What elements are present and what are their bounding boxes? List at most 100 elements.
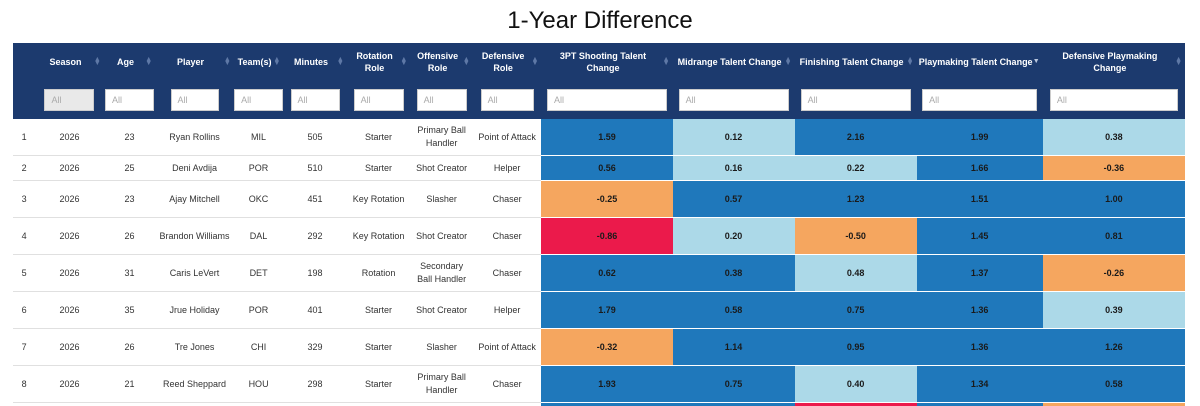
cell-partial <box>541 402 673 406</box>
cell-midrange: 0.20 <box>672 217 795 255</box>
column-header-def-playmaking[interactable]: Defensive Playmaking Change ▲ ▼ <box>1042 43 1185 81</box>
sort-icon[interactable]: ▲ ▼ <box>223 56 231 67</box>
sort-icon[interactable]: ▲ ▼ <box>93 56 101 67</box>
column-header-rotation-role[interactable]: Rotation Role ▲ ▼ <box>346 43 411 81</box>
cell-three-pt: 0.62 <box>541 254 673 292</box>
column-header-playmaking[interactable]: Playmaking Talent Change ▼ <box>916 43 1043 81</box>
column-header-label: Season <box>49 57 82 67</box>
cell-partial <box>13 403 35 406</box>
cell-def-playmaking: 0.38 <box>1042 119 1185 156</box>
cell-three-pt: 1.59 <box>541 119 673 156</box>
sort-icon[interactable]: ▲ ▼ <box>531 56 539 67</box>
cell-offensive-role: Shot Creator <box>410 217 473 255</box>
table-row[interactable]: 3 2026 23 Ajay Mitchell OKC 451 Key Rotation Sl… <box>13 180 1185 218</box>
column-header-label: Playmaking Talent Change <box>918 57 1033 67</box>
sort-icon[interactable]: ▲ ▼ <box>400 56 408 67</box>
cell-teams: POR <box>233 291 284 329</box>
sort-desc-icon[interactable]: ▼ <box>1032 58 1040 65</box>
cell-three-pt: -0.25 <box>541 180 673 218</box>
filter-input-season[interactable]: All <box>44 89 95 111</box>
filter-input-finishing[interactable]: All <box>800 89 911 111</box>
filter-cell: All <box>233 81 284 119</box>
cell-finishing: 0.75 <box>794 291 917 329</box>
table-row[interactable]: 2 2026 25 Deni Avdija POR 510 Starter Shot Crea… <box>13 155 1185 181</box>
cell-partial <box>1042 402 1185 406</box>
column-header-midrange[interactable]: Midrange Talent Change ▲ ▼ <box>672 43 795 81</box>
sort-icon[interactable]: ▲ ▼ <box>1175 56 1182 67</box>
sort-icon[interactable]: ▲ ▼ <box>145 56 153 67</box>
cell-teams: OKC <box>233 180 284 218</box>
table-row[interactable]: 8 2026 21 Reed Sheppard HOU 298 Starter Primary… <box>13 365 1185 403</box>
cell-offensive-role: Shot Creator <box>410 155 473 181</box>
cell-minutes: 329 <box>283 328 347 366</box>
filter-input-defensive-role[interactable]: All <box>480 89 534 111</box>
column-header-minutes[interactable]: Minutes ▲ ▼ <box>283 43 347 81</box>
sort-icon[interactable]: ▲ ▼ <box>336 56 344 67</box>
cell-player: Deni Avdija <box>155 155 234 181</box>
cell-minutes: 451 <box>283 180 347 218</box>
cell-rank: 6 <box>13 291 36 329</box>
sort-icon[interactable]: ▲ ▼ <box>784 56 792 67</box>
cell-offensive-role: Primary Ball Handler <box>410 119 473 156</box>
sort-icon[interactable]: ▲ ▼ <box>273 56 281 67</box>
cell-playmaking: 1.51 <box>916 180 1043 218</box>
cell-teams: MIL <box>233 119 284 156</box>
cell-three-pt: 1.93 <box>541 365 673 403</box>
cell-teams: DET <box>233 254 284 292</box>
table-row[interactable]: 1 2026 23 Ryan Rollins MIL 505 Starter Primary … <box>13 119 1185 156</box>
cell-rotation-role: Starter <box>346 328 411 366</box>
cell-offensive-role: Slasher <box>410 328 473 366</box>
column-header-label: Defensive Role <box>481 51 525 73</box>
cell-season: 2026 <box>35 119 104 156</box>
filter-input-offensive-role[interactable]: All <box>416 89 467 111</box>
cell-rank: 5 <box>13 254 36 292</box>
cell-def-playmaking: -0.26 <box>1042 254 1185 292</box>
column-header-age[interactable]: Age ▲ ▼ <box>103 43 156 81</box>
filter-cell <box>13 81 36 119</box>
cell-def-playmaking: 1.00 <box>1042 180 1185 218</box>
cell-three-pt: 0.56 <box>541 155 673 181</box>
filter-input-rotation-role[interactable]: All <box>353 89 404 111</box>
sort-icon[interactable]: ▲ ▼ <box>906 56 914 67</box>
cell-season: 2026 <box>35 254 104 292</box>
cell-age: 23 <box>103 119 156 156</box>
cell-partial <box>155 403 234 406</box>
cell-finishing: 0.48 <box>794 254 917 292</box>
cell-minutes: 198 <box>283 254 347 292</box>
column-header-season[interactable]: Season ▲ ▼ <box>35 43 104 81</box>
cell-midrange: 0.58 <box>672 291 795 329</box>
column-header-offensive-role[interactable]: Offensive Role ▲ ▼ <box>410 43 473 81</box>
column-header-teams[interactable]: Team(s) ▲ ▼ <box>233 43 284 81</box>
cell-def-playmaking: -0.36 <box>1042 155 1185 181</box>
table-row[interactable]: 7 2026 26 Tre Jones CHI 329 Starter Slasher Poin… <box>13 328 1185 366</box>
filter-input-def-playmaking[interactable]: All <box>1049 89 1178 111</box>
filter-input-playmaking[interactable]: All <box>922 89 1038 111</box>
column-header-three-pt[interactable]: 3PT Shooting Talent Change ▲ ▼ <box>541 43 673 81</box>
sort-icon[interactable]: ▲ ▼ <box>662 56 670 67</box>
filter-input-player[interactable]: All <box>170 89 219 111</box>
cell-playmaking: 1.37 <box>916 254 1043 292</box>
filter-cell: All <box>155 81 234 119</box>
cell-player: Reed Sheppard <box>155 365 234 403</box>
table-row[interactable]: 5 2026 31 Caris LeVert DET 198 Rotation Seconda… <box>13 254 1185 292</box>
cell-partial <box>794 402 917 406</box>
cell-minutes: 298 <box>283 365 347 403</box>
table-body: 1 2026 23 Ryan Rollins MIL 505 Starter Primary … <box>13 119 1185 406</box>
filter-input-minutes[interactable]: All <box>290 89 340 111</box>
filter-cell: All <box>916 81 1043 119</box>
column-header-finishing[interactable]: Finishing Talent Change ▲ ▼ <box>794 43 917 81</box>
filter-input-midrange[interactable]: All <box>678 89 789 111</box>
column-header-defensive-role[interactable]: Defensive Role ▲ ▼ <box>472 43 542 81</box>
cell-rank: 4 <box>13 217 36 255</box>
cell-defensive-role: Chaser <box>472 217 542 255</box>
filter-input-three-pt[interactable]: All <box>546 89 667 111</box>
filter-input-age[interactable]: All <box>104 89 154 111</box>
filter-input-teams[interactable]: All <box>234 89 284 111</box>
table-row[interactable]: 6 2026 35 Jrue Holiday POR 401 Starter Shot Cre… <box>13 291 1185 329</box>
cell-midrange: 0.16 <box>672 155 795 181</box>
sort-icon[interactable]: ▲ ▼ <box>462 56 470 67</box>
cell-player: Jrue Holiday <box>155 291 234 329</box>
column-header-player[interactable]: Player ▲ ▼ <box>155 43 234 81</box>
filter-cell: All <box>103 81 156 119</box>
table-row[interactable]: 4 2026 26 Brandon Williams DAL 292 Key Rotatio… <box>13 217 1185 255</box>
